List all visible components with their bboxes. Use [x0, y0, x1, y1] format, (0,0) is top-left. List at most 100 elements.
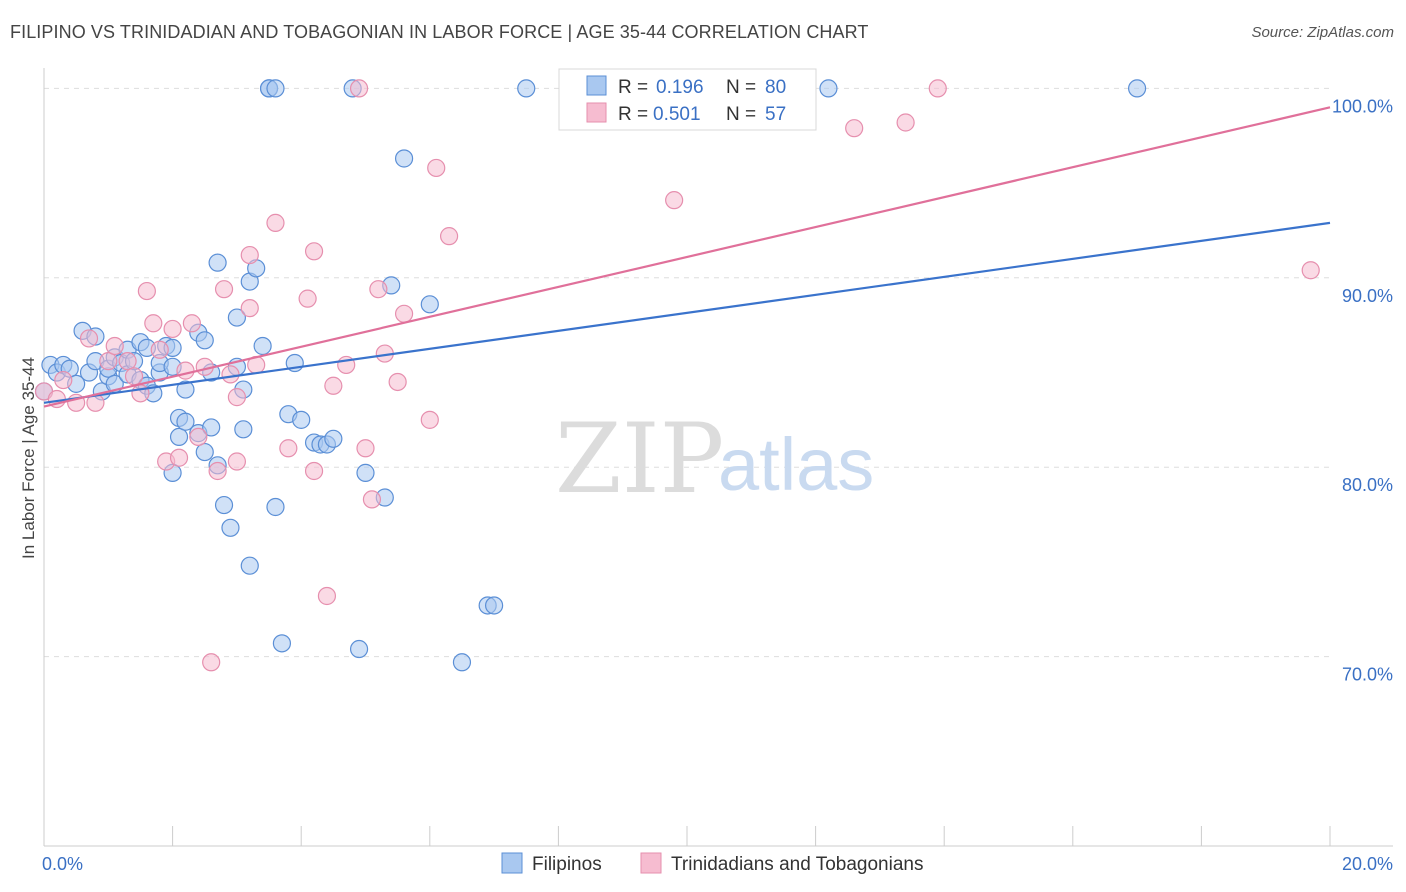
- trinidadian-point-15: [163, 319, 182, 339]
- filipino-point-74: [517, 79, 536, 98]
- watermark-zip: ZIP: [555, 403, 724, 515]
- trinidadian-point-28: [240, 299, 259, 318]
- filipino-point-70: [420, 295, 439, 314]
- y-axis-label: In Labor Force | Age 35-44: [19, 357, 38, 559]
- series-legend-swatch-filipinos: [501, 852, 523, 874]
- legend-r-label-0: R =: [618, 77, 648, 98]
- filipino-point-32: [176, 380, 195, 399]
- points-layer: [34, 79, 1320, 672]
- watermark: ZIP atlas: [555, 403, 874, 515]
- legend-swatch-trinidadians: [586, 102, 607, 123]
- trinidadian-point-31: [279, 439, 298, 458]
- trinidadian-point-18: [182, 314, 201, 333]
- y-tick-label-2: 90.0%: [1342, 286, 1393, 306]
- filipino-point-39: [202, 418, 221, 437]
- trinidadian-point-33: [304, 242, 324, 261]
- trinidadian-point-22: [208, 461, 227, 481]
- y-tick-label-1: 80.0%: [1342, 475, 1393, 495]
- filipino-point-66: [356, 463, 375, 482]
- series-legend-label-trinidadians: Trinidadians and Tobagonians: [671, 854, 923, 875]
- trinidadian-point-26: [227, 452, 246, 471]
- grid-layer: [44, 87, 1330, 658]
- trinidadian-point-51: [928, 79, 947, 98]
- filipino-point-69: [394, 149, 414, 168]
- trinidadian-point-36: [324, 376, 343, 395]
- series-legend-label-filipinos: Filipinos: [532, 854, 602, 875]
- trinidadian-point-32: [298, 289, 317, 308]
- trinidadian-point-19: [189, 427, 208, 447]
- trinidadian-point-17: [176, 361, 195, 380]
- y-tick-label-0: 70.0%: [1342, 665, 1393, 685]
- filipino-point-55: [266, 497, 285, 517]
- trinidadian-point-46: [427, 158, 446, 178]
- filipino-point-76: [1127, 79, 1147, 98]
- filipino-point-46: [234, 420, 253, 439]
- filipino-point-33: [176, 412, 195, 431]
- filipino-point-56: [272, 634, 292, 653]
- x-tick-label-1: 20.0%: [1342, 854, 1393, 874]
- legend-r-value-1: 0.501: [653, 104, 701, 125]
- trinidadian-point-47: [439, 227, 459, 246]
- trend-layer: [43, 106, 1331, 408]
- x-tick-label-0: 0.0%: [42, 854, 83, 874]
- trinidadian-point-49: [845, 119, 864, 138]
- filipino-point-65: [349, 639, 369, 659]
- trinidadian-point-35: [317, 586, 337, 606]
- trinidadian-point-4: [79, 329, 99, 348]
- filipino-point-71: [452, 653, 472, 672]
- trinidadian-point-30: [266, 213, 285, 232]
- trinidadian-point-12: [144, 314, 163, 333]
- legend-n-label-1: N =: [726, 104, 756, 125]
- filipino-point-31: [169, 427, 189, 447]
- legend-r-value-0: 0.196: [656, 77, 704, 98]
- trinidadian-point-50: [896, 113, 915, 132]
- trinidadian-point-43: [388, 372, 407, 392]
- filipino-trend-line: [43, 221, 1331, 404]
- trinidadian-point-6: [99, 352, 118, 371]
- correlation-legend: R = 0.196 N = 80 R = 0.501 N = 57: [558, 68, 817, 131]
- filipino-point-63: [324, 429, 343, 448]
- chart-title: FILIPINO VS TRINIDADIAN AND TOBAGONIAN I…: [10, 22, 869, 42]
- filipino-point-59: [292, 410, 311, 429]
- watermark-atlas: atlas: [718, 423, 874, 506]
- trinidadian-point-11: [137, 281, 156, 301]
- filipino-point-73: [485, 596, 504, 615]
- series-legend: Filipinos Trinidadians and Tobagonians: [501, 852, 923, 875]
- filipino-point-43: [221, 518, 240, 537]
- trinidadian-point-23: [214, 280, 234, 299]
- filipino-point-75: [819, 79, 838, 98]
- filipino-point-37: [195, 331, 214, 350]
- trinidadian-point-52: [1301, 261, 1320, 280]
- trinidadian-point-16: [169, 448, 189, 467]
- trinidadian-point-41: [369, 280, 388, 299]
- trinidadian-point-40: [362, 490, 382, 509]
- filipino-point-42: [214, 495, 234, 515]
- filipino-point-45: [227, 308, 246, 327]
- filipino-point-49: [240, 556, 259, 575]
- trinidadian-point-27: [240, 245, 259, 265]
- legend-n-label-0: N =: [726, 77, 756, 98]
- filipino-point-54: [266, 79, 285, 98]
- trinidadian-point-2: [54, 370, 73, 390]
- y-tick-label-3: 100.0%: [1332, 96, 1393, 116]
- trinidadian-trend-line: [43, 106, 1331, 408]
- trinidadian-point-24: [221, 365, 240, 384]
- trinidadian-point-34: [304, 461, 324, 481]
- trinidadian-point-44: [394, 304, 414, 323]
- trinidadian-point-39: [356, 439, 375, 458]
- trinidadian-point-48: [665, 191, 684, 210]
- filipino-point-41: [208, 253, 227, 272]
- trinidadian-point-7: [105, 336, 124, 356]
- chart-source: Source: ZipAtlas.com: [1251, 24, 1394, 41]
- series-legend-swatch-trinidadians: [640, 852, 662, 874]
- trinidadian-point-8: [118, 352, 137, 371]
- filipino-point-36: [195, 442, 214, 462]
- legend-swatch-filipinos: [586, 75, 607, 96]
- filipino-point-51: [253, 336, 272, 356]
- legend-n-value-1: 57: [765, 104, 786, 125]
- trinidadian-point-9: [124, 367, 144, 386]
- trinidadian-point-21: [202, 653, 221, 672]
- legend-n-value-0: 80: [765, 77, 786, 98]
- trinidadian-point-13: [150, 340, 169, 359]
